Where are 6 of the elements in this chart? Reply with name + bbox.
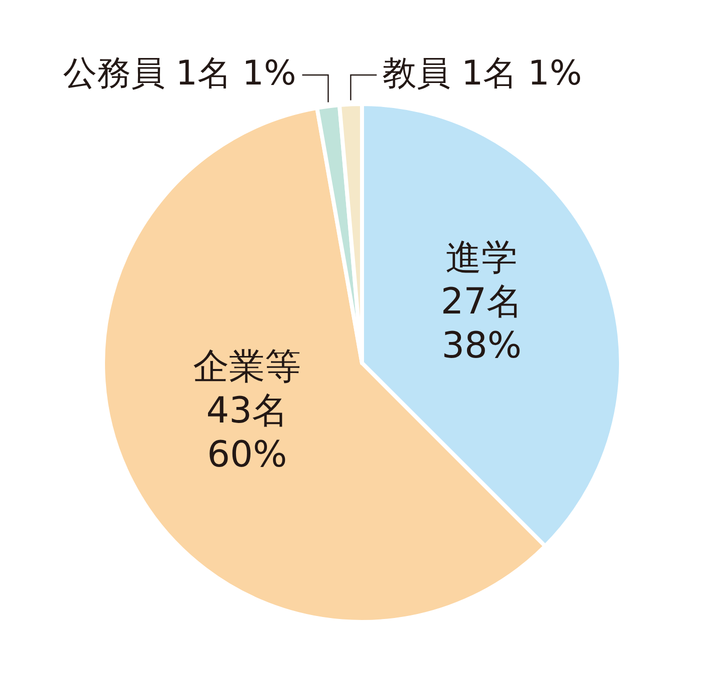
data-label: 27名 38% (440, 281, 523, 366)
slice-label: 企業等 (193, 346, 302, 388)
slice-label: 教員 1名 1% (382, 53, 582, 94)
slice-label: 進学 (446, 237, 518, 278)
data-label: 43名 60% (206, 390, 288, 476)
slice-label: 公務員 1名 1% (63, 53, 296, 94)
